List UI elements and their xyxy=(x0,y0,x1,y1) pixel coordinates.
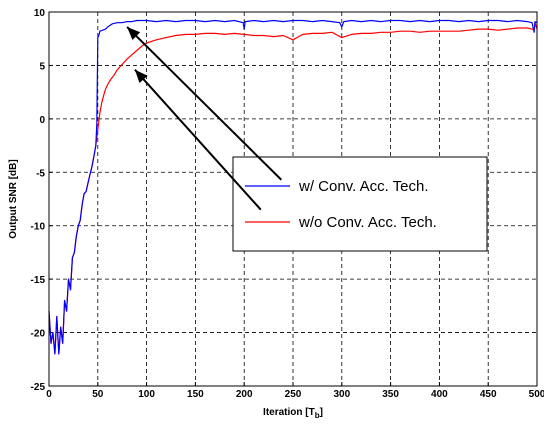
x-tick-label: 50 xyxy=(92,389,104,400)
legend-label-without: w/o Conv. Acc. Tech. xyxy=(298,214,437,231)
annotation-arrow-head xyxy=(127,26,141,41)
x-axis-label-close: ] xyxy=(320,407,323,418)
legend: w/ Conv. Acc. Tech. w/o Conv. Acc. Tech. xyxy=(232,156,488,252)
annotation-arrow-line xyxy=(134,69,262,211)
x-axis-label-subscript: b xyxy=(315,411,320,420)
legend-label-with: w/ Conv. Acc. Tech. xyxy=(298,178,429,195)
annotation-arrows xyxy=(126,26,282,211)
x-tick-label: 0 xyxy=(46,389,52,400)
x-tick-label: 350 xyxy=(382,389,399,400)
y-tick-label: 0 xyxy=(39,115,45,126)
x-tick-label: 300 xyxy=(333,389,350,400)
grid xyxy=(48,11,538,387)
y-tick-labels: -25 -20 -15 -10 -5 0 5 10 xyxy=(31,8,46,393)
x-tick-label: 150 xyxy=(187,389,204,400)
x-tick-label: 400 xyxy=(431,389,448,400)
plot-frame xyxy=(48,11,538,387)
y-tick-label: -15 xyxy=(31,275,46,286)
x-tick-label: 200 xyxy=(236,389,253,400)
legend-box xyxy=(232,156,488,252)
x-tick-label: 100 xyxy=(138,389,155,400)
x-tick-label: 250 xyxy=(285,389,302,400)
x-tick-label: 500 xyxy=(529,389,544,400)
y-tick-label: -20 xyxy=(31,329,46,340)
y-tick-label: -10 xyxy=(31,222,46,233)
x-tick-labels: 0 50 100 150 200 250 300 350 400 450 500 xyxy=(46,389,544,400)
y-tick-label: -5 xyxy=(36,168,45,179)
x-tick-label: 450 xyxy=(480,389,497,400)
series-line-with xyxy=(48,19,538,355)
x-axis-label: Iteration [Tb] xyxy=(263,407,323,420)
y-tick-label: 5 xyxy=(39,61,45,72)
annotation-arrow-head xyxy=(134,69,148,84)
y-axis-label: Output SNR [dB] xyxy=(8,159,19,238)
x-axis-label-main: Iteration [T xyxy=(263,407,315,418)
y-tick-label: -25 xyxy=(31,382,46,393)
annotation-arrow-line xyxy=(126,26,282,181)
y-tick-label: 10 xyxy=(34,8,46,19)
